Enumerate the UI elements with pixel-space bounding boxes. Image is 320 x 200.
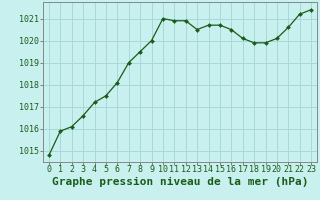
X-axis label: Graphe pression niveau de la mer (hPa): Graphe pression niveau de la mer (hPa) — [52, 177, 308, 187]
